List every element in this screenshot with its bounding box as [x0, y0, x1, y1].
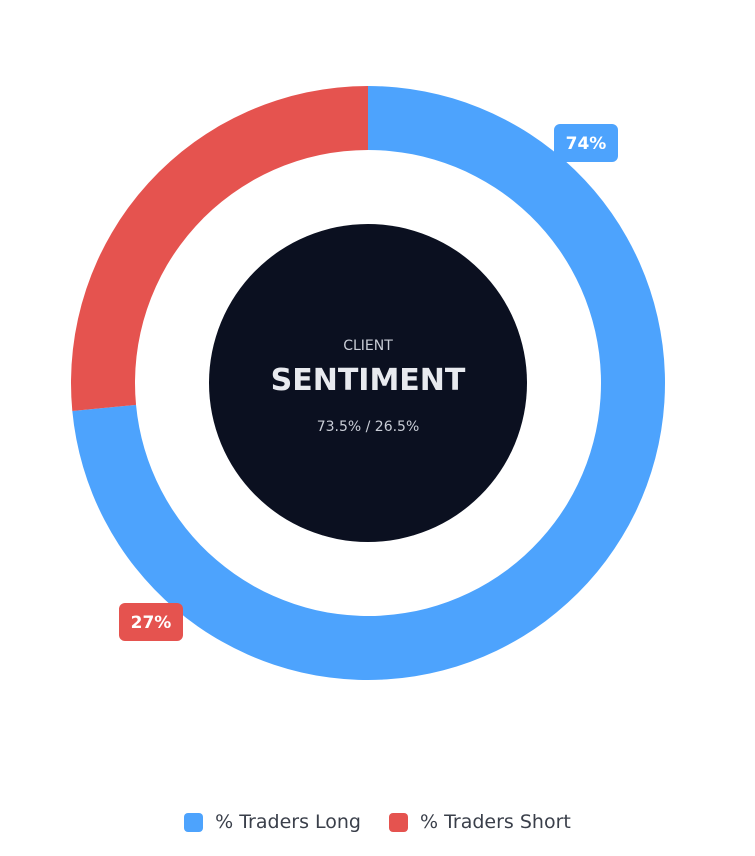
slice-badges: 74% 27% — [119, 124, 618, 641]
legend-item-long[interactable]: % Traders Long — [184, 811, 361, 833]
center-ratio: 73.5% / 26.5% — [317, 419, 420, 435]
legend-swatch-short — [388, 812, 408, 832]
center-title: SENTIMENT — [271, 363, 466, 398]
legend: % Traders Long % Traders Short — [0, 811, 755, 833]
slice-label-long: 74% — [566, 134, 607, 154]
slice-label-short: 27% — [131, 613, 172, 633]
slice-short[interactable] — [71, 86, 368, 411]
slice-badge-bg-short — [119, 603, 183, 641]
donut-slices — [71, 86, 665, 680]
center-disc — [209, 224, 527, 542]
slice-badge-long: 74% — [554, 124, 618, 162]
slice-badge-bg-long — [554, 124, 618, 162]
legend-label-short: % Traders Short — [419, 811, 571, 833]
slice-badge-short: 27% — [119, 603, 183, 641]
center-label: CLIENT — [343, 338, 393, 354]
legend-item-short[interactable]: % Traders Short — [388, 811, 571, 833]
legend-label-long: % Traders Long — [215, 811, 361, 833]
legend-swatch-long — [184, 812, 204, 832]
